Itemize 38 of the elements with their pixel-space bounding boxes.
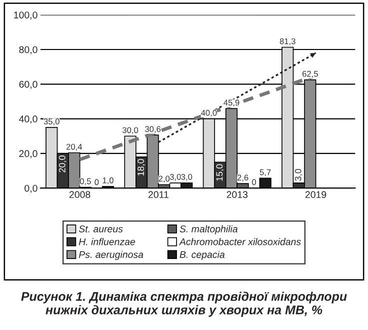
data-label: 20,0 [58, 156, 66, 172]
data-label: 0 [94, 179, 99, 186]
x-tick-label: 2011 [148, 191, 168, 198]
data-label: 3,0 [294, 168, 302, 181]
y-tick-label: 40,0 [19, 116, 38, 124]
y-tick-label: 60,0 [19, 80, 38, 89]
data-label: 15,0 [216, 164, 224, 181]
legend-label: B. cepacia [180, 250, 225, 260]
x-tick-label: 2019 [305, 191, 326, 198]
y-tick-label: 80,0 [19, 46, 38, 54]
legend-label: St. aureus [78, 226, 123, 232]
x-tick-label: 2013 [226, 191, 248, 198]
data-label: 40,0 [201, 110, 217, 117]
data-label: 3,0 [181, 174, 192, 181]
data-label: 2,6 [237, 174, 248, 182]
data-label: 30,0 [122, 127, 138, 134]
data-label: 35,0 [44, 118, 60, 126]
data-label: 45,9 [224, 100, 240, 107]
text: Рисунок 1. Динаміка спектра провідної мікрофлори нижніх дихальних шляхів у хворих на МВ, % [21, 292, 347, 317]
data-label: 0,5 [80, 178, 91, 186]
y-tick-label: 100,0 [14, 12, 38, 20]
x-tick-label: 2008 [69, 191, 90, 198]
legend-label: S. maltophilia [180, 225, 238, 234]
data-label: 5,7 [260, 169, 271, 176]
data-label: 30,6 [145, 126, 161, 134]
data-label: 0 [252, 179, 256, 186]
data-label: 1,0 [102, 177, 114, 184]
data-label: 3,0 [170, 174, 181, 181]
legend-label: H. influenzae [78, 238, 136, 246]
data-label: 81,3 [280, 38, 296, 46]
data-label: 2,0 [158, 176, 170, 183]
legend-label: Achromobacter xilosoxidans [178, 238, 301, 246]
data-label: 62,5 [302, 70, 318, 78]
data-label: 18,0 [138, 159, 146, 176]
y-tick-label: 0,0 [24, 184, 38, 193]
data-label: 20,4 [66, 144, 82, 151]
y-tick-label: 20,0 [19, 150, 38, 158]
legend-label: Ps. aeruginosa [78, 250, 144, 260]
